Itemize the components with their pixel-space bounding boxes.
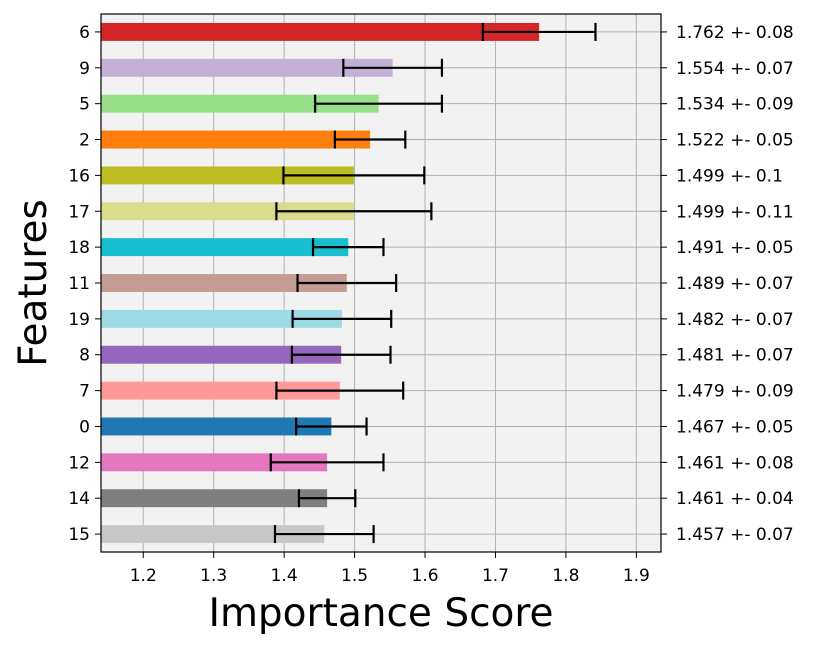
x-tick-label: 1.4 — [271, 566, 298, 586]
value-label-feature-19: 1.482 +- 0.07 — [676, 310, 794, 330]
error-bar-feature-5 — [314, 94, 444, 113]
x-tick-label: 1.5 — [341, 566, 368, 586]
x-tick-label: 1.6 — [412, 566, 439, 586]
value-label-feature-6: 1.762 +- 0.08 — [676, 23, 794, 43]
value-label-feature-17: 1.499 +- 0.11 — [676, 202, 794, 222]
bar-feature-18 — [101, 238, 349, 257]
error-bar-feature-11 — [296, 274, 398, 292]
bar-feature-2 — [101, 130, 371, 149]
x-tick-label: 1.7 — [482, 566, 509, 586]
x-tick-label: 1.8 — [552, 566, 579, 586]
y-axis-title: Features — [11, 199, 56, 367]
error-bar-feature-7 — [275, 381, 405, 400]
y-tick-label-feature-9: 9 — [79, 59, 90, 79]
bar-feature-15 — [101, 525, 325, 544]
error-bar-feature-18 — [311, 238, 385, 257]
x-axis-title: Importance Score — [208, 591, 553, 636]
bar-feature-5 — [101, 94, 379, 113]
value-label-feature-9: 1.554 +- 0.07 — [676, 59, 794, 79]
y-tick-label-feature-14: 14 — [68, 489, 90, 509]
value-label-feature-0: 1.467 +- 0.05 — [676, 417, 794, 437]
error-bar-feature-12 — [269, 453, 385, 472]
y-tick-label-feature-18: 18 — [68, 238, 90, 258]
bar-feature-6 — [101, 22, 540, 41]
error-bar-feature-6 — [481, 22, 597, 41]
y-tick-label-feature-16: 16 — [68, 166, 90, 186]
bar-feature-0 — [101, 417, 332, 436]
error-bar-feature-8 — [290, 345, 392, 364]
error-bar-feature-19 — [291, 309, 393, 328]
error-bar-feature-16 — [282, 166, 426, 185]
value-label-feature-5: 1.534 +- 0.09 — [676, 95, 794, 115]
y-tick-label-feature-0: 0 — [79, 417, 90, 437]
y-tick-label-feature-17: 17 — [68, 202, 90, 222]
error-bar-feature-0 — [295, 417, 368, 436]
error-bar-feature-2 — [333, 130, 407, 149]
bar-feature-8 — [101, 345, 342, 364]
value-label-feature-11: 1.489 +- 0.07 — [676, 274, 794, 294]
error-bar-feature-9 — [342, 58, 444, 77]
bar-feature-14 — [101, 489, 328, 508]
error-bar-feature-15 — [273, 525, 375, 544]
y-tick-label-feature-2: 2 — [79, 131, 90, 151]
bar-feature-16 — [101, 166, 354, 185]
value-label-feature-18: 1.491 +- 0.05 — [676, 238, 794, 258]
error-bar-feature-17 — [275, 202, 433, 221]
value-label-feature-16: 1.499 +- 0.1 — [676, 166, 783, 186]
x-tick-label: 1.3 — [200, 566, 227, 586]
bar-feature-19 — [101, 309, 342, 328]
error-bars — [269, 22, 597, 544]
y-tick-label-feature-12: 12 — [68, 453, 90, 473]
y-ticks: 6 9 5 2 16 17 18 11 19 8 7 0 12 14 15 — [68, 23, 101, 545]
y-tick-label-feature-7: 7 — [79, 382, 90, 402]
x-tick-label: 1.9 — [623, 566, 650, 586]
y-tick-label-feature-15: 15 — [68, 525, 90, 545]
value-label-feature-14: 1.461 +- 0.04 — [676, 489, 794, 509]
x-tick-label: 1.2 — [130, 566, 157, 586]
x-ticks: 1.2 1.3 1.4 1.5 1.6 1.7 1.8 1.9 — [130, 552, 650, 586]
value-label-feature-7: 1.479 +- 0.09 — [676, 382, 794, 402]
bar-feature-7 — [101, 381, 340, 400]
y-tick-label-feature-5: 5 — [79, 95, 90, 115]
bar-feature-9 — [101, 58, 393, 77]
value-label-feature-2: 1.522 +- 0.05 — [676, 131, 794, 151]
error-bar-feature-14 — [297, 489, 357, 508]
y-tick-label-feature-11: 11 — [68, 274, 90, 294]
y-tick-label-feature-6: 6 — [79, 23, 90, 43]
value-label-feature-8: 1.481 +- 0.07 — [676, 346, 794, 366]
value-label-feature-12: 1.461 +- 0.08 — [676, 453, 794, 473]
y-tick-label-feature-19: 19 — [68, 310, 90, 330]
value-labels: 1.762 +- 0.08 1.554 +- 0.07 1.534 +- 0.09 1… — [661, 23, 794, 545]
bar-feature-17 — [101, 202, 354, 221]
bar-feature-11 — [101, 274, 347, 292]
y-tick-label-feature-8: 8 — [79, 346, 90, 366]
value-label-feature-15: 1.457 +- 0.07 — [676, 525, 794, 545]
